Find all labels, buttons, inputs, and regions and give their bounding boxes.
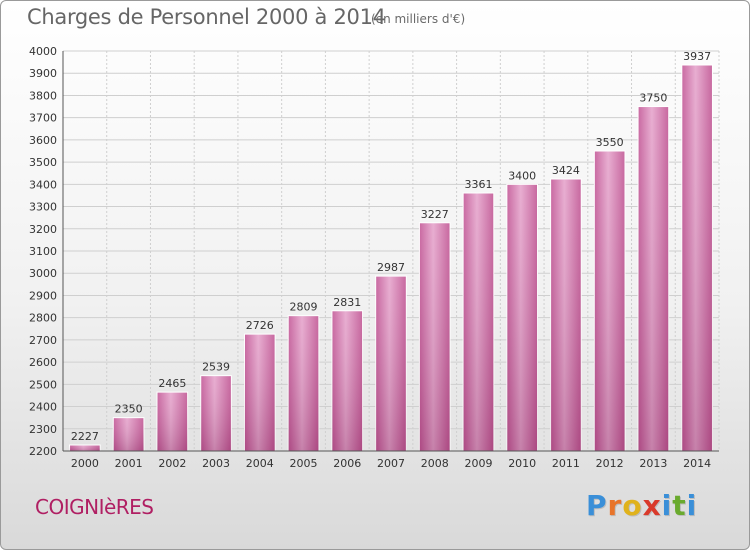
data-label: 2465 [158, 377, 186, 390]
bar-shade-2014 [681, 65, 713, 451]
data-label: 2539 [202, 361, 230, 374]
chart-title: Charges de Personnel 2000 à 2014 [27, 5, 386, 29]
logo-letter: i [661, 489, 673, 522]
axes [62, 51, 719, 452]
x-tick-label: 2008 [421, 457, 449, 470]
y-tick-label: 3200 [29, 223, 57, 236]
bar-shade-2011 [550, 179, 582, 451]
logo-letter: x [642, 489, 662, 522]
x-tick-label: 2010 [508, 457, 536, 470]
x-tick-label: 2002 [158, 457, 186, 470]
y-tick-label: 4000 [29, 45, 57, 58]
y-tick-label: 2300 [29, 423, 57, 436]
x-tick-label: 2012 [596, 457, 624, 470]
x-tick-label: 2003 [202, 457, 230, 470]
logo-letter: o [622, 489, 643, 522]
data-label: 2809 [290, 301, 318, 314]
y-tick-label: 2200 [29, 445, 57, 458]
proxiti-logo: Proxiti [586, 489, 697, 522]
bar-shade-2009 [463, 193, 494, 451]
bar-shade-2005 [288, 315, 319, 451]
bar-shade-2013 [638, 106, 669, 452]
bar-shade-2012 [594, 151, 625, 451]
bars [69, 64, 713, 452]
bar-shade-2002 [157, 392, 188, 451]
data-label: 3937 [683, 50, 711, 63]
logo-letter: P [586, 489, 608, 522]
x-tick-label: 2006 [333, 457, 361, 470]
y-tick-label: 3900 [29, 67, 57, 80]
y-tick-label: 3800 [29, 89, 57, 102]
x-tick-label: 2009 [464, 457, 492, 470]
bar-shade-2003 [200, 375, 232, 451]
labels: 2200 2300 2400 2500 2600 2700 2800 2900 3000 3100… [29, 45, 711, 470]
y-tick-label: 3500 [29, 156, 57, 169]
x-tick-label: 2014 [683, 457, 711, 470]
y-tick-label: 3700 [29, 112, 57, 125]
bar-shade-2001 [113, 417, 144, 451]
data-label: 3424 [552, 164, 580, 177]
y-tick-label: 3000 [29, 267, 57, 280]
bar-shade-2006 [331, 310, 363, 451]
y-tick-label: 3600 [29, 134, 57, 147]
chart-subtitle: (en milliers d'€) [371, 12, 466, 26]
y-tick-label: 3400 [29, 178, 57, 191]
x-tick-label: 2007 [377, 457, 405, 470]
y-tick-label: 2600 [29, 356, 57, 369]
y-tick-label: 2400 [29, 401, 57, 414]
y-tick-label: 2700 [29, 334, 57, 347]
x-tick-label: 2005 [290, 457, 318, 470]
x-tick-label: 2001 [115, 457, 143, 470]
data-label: 2987 [377, 261, 405, 274]
data-label: 2350 [115, 403, 143, 416]
city-name: COIGNIèRES [35, 495, 154, 519]
x-tick-label: 2013 [639, 457, 667, 470]
y-tick-label: 2800 [29, 312, 57, 325]
bar-shade-2010 [506, 184, 538, 452]
y-tick-label: 3300 [29, 201, 57, 214]
data-label: 3550 [596, 136, 624, 149]
x-tick-label: 2000 [71, 457, 99, 470]
logo-letter: t [672, 489, 687, 522]
data-label: 3227 [421, 208, 449, 221]
data-label: 2227 [71, 430, 99, 443]
x-tick-label: 2004 [246, 457, 274, 470]
data-label: 3361 [464, 178, 492, 191]
bar-shade-2000 [69, 445, 101, 451]
y-tick-label: 2900 [29, 289, 57, 302]
bar-shade-2007 [375, 276, 407, 451]
x-tick-label: 2011 [552, 457, 580, 470]
data-label: 2726 [246, 319, 274, 332]
logo-letter: i [686, 489, 698, 522]
data-label: 3750 [639, 92, 667, 105]
data-label: 3400 [508, 169, 536, 182]
y-tick-label: 3100 [29, 245, 57, 258]
data-label: 2831 [333, 296, 361, 309]
logo-letter: r [607, 489, 623, 522]
bar-shade-2004 [244, 334, 276, 451]
bar-shade-2008 [419, 222, 451, 451]
y-tick-label: 2500 [29, 378, 57, 391]
